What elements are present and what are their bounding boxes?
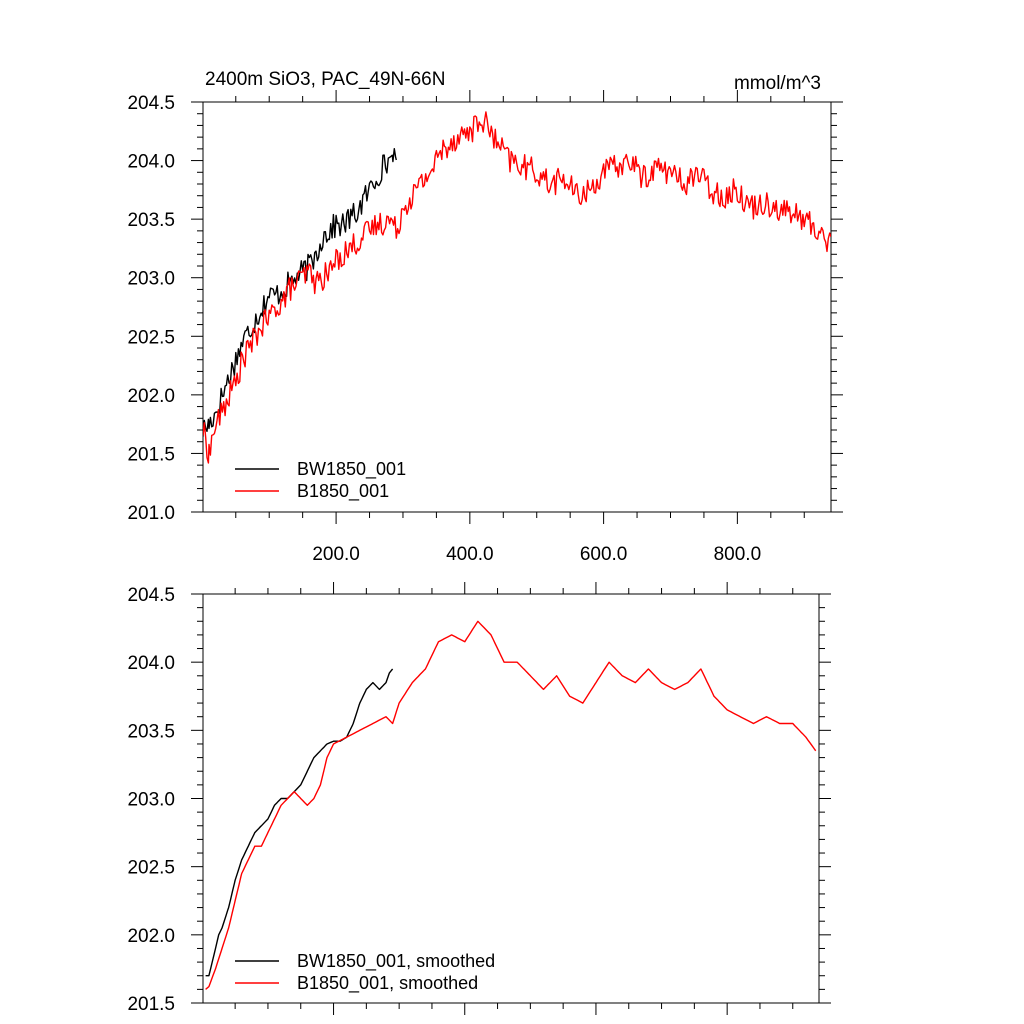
y-tick-label: 203.5: [127, 210, 175, 231]
y-tick-label: 202.0: [127, 926, 175, 947]
y-tick-label: 202.5: [127, 858, 175, 879]
legend-label: BW1850_001: [297, 459, 406, 480]
bottom-panel: 201.5 202.0 202.5 203.0 203.5 204.0 204.5 BW185…: [127, 582, 831, 1015]
y-tick-label: 203.5: [127, 721, 175, 742]
series-line-b1850: [205, 620, 817, 990]
top-panel: 200.0 400.0 600.0 800.0 201.0 201.5 202.0 202.5…: [127, 69, 843, 565]
y-tick-label: 201.5: [127, 994, 175, 1015]
plot-frame: [202, 101, 832, 513]
x-tick-label: 400.0: [446, 544, 494, 565]
y-tick-label: 204.0: [127, 653, 175, 674]
chart-title: 2400m SiO3, PAC_49N-66N: [205, 69, 445, 90]
x-tick-label: 200.0: [312, 544, 360, 565]
series-line-bw1850: [205, 668, 394, 977]
y-tick-label: 202.5: [127, 327, 175, 348]
x-tick-label: 800.0: [714, 544, 762, 565]
legend-label: B1850_001, smoothed: [297, 973, 478, 994]
x-tick-label: 600.0: [580, 544, 628, 565]
y-tick-label: 203.0: [127, 269, 175, 290]
y-tick-label: 204.0: [127, 152, 175, 173]
series-line-bw1850: [203, 147, 397, 437]
y-tick-label: 202.0: [127, 386, 175, 407]
units-label: mmol/m^3: [734, 73, 821, 94]
y-tick-label: 201.5: [127, 444, 175, 465]
legend-label: BW1850_001, smoothed: [297, 951, 495, 972]
series-line-b1850: [203, 111, 831, 464]
y-tick-label: 204.5: [127, 585, 175, 606]
y-tick-label: 203.0: [127, 790, 175, 811]
plot-frame: [202, 593, 820, 1004]
legend-label: B1850_001: [297, 481, 389, 502]
y-tick-label: 204.5: [127, 93, 175, 114]
y-tick-label: 201.0: [127, 503, 175, 524]
